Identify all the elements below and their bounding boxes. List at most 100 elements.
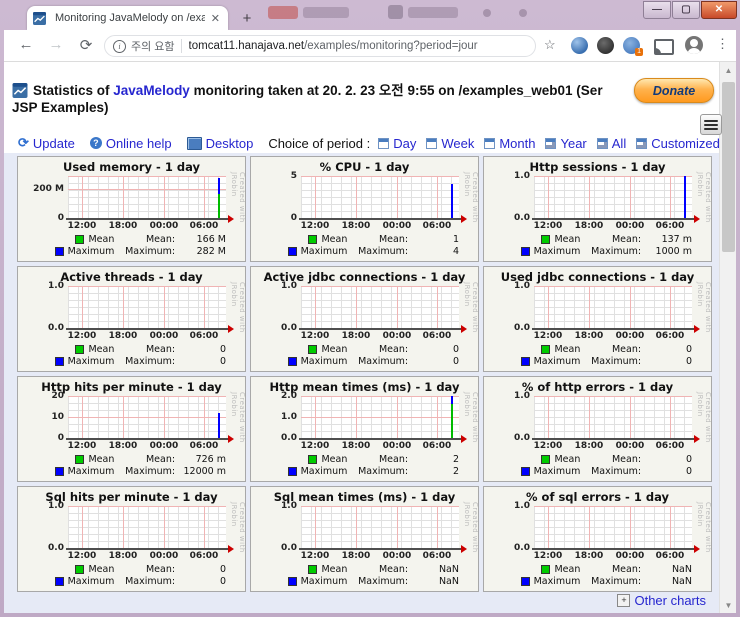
- new-tab-button[interactable]: +: [242, 9, 252, 27]
- chart-panel[interactable]: % CPU - 1 day 5 0 12:00 18:00 00:00 06:00 Creat…: [250, 156, 479, 262]
- chart-title: % of http errors - 1 day: [521, 380, 674, 394]
- reload-icon[interactable]: ⟳: [79, 37, 93, 54]
- axis-arrow-icon: [694, 215, 700, 223]
- legend-maximum-swatch: [520, 247, 530, 256]
- grid-line-vertical: [548, 506, 549, 548]
- scroll-up-icon[interactable]: ▲: [720, 62, 736, 78]
- chart-panel[interactable]: Http mean times (ms) - 1 day 2.0 1.0 0.0 12:…: [250, 376, 479, 482]
- chart-panel[interactable]: Sql mean times (ms) - 1 day 1.0 0.0 12:00 18…: [250, 486, 479, 592]
- scrollbar-thumb[interactable]: [722, 82, 735, 252]
- chart-panel[interactable]: Used memory - 1 day 200 M 0 12:00 18:00 00:00…: [17, 156, 246, 262]
- chart-panel[interactable]: Http hits per minute - 1 day 20 10 0 12:00 18…: [17, 376, 246, 482]
- back-icon[interactable]: ←: [18, 36, 34, 53]
- scroll-down-icon[interactable]: ▼: [720, 597, 736, 613]
- jrobin-watermark: Created with JRobin: [696, 172, 712, 223]
- grid-line-vertical: [204, 176, 205, 218]
- close-button[interactable]: ✕: [701, 1, 737, 19]
- title-line2: JSP Examples): [12, 100, 109, 115]
- maximize-button[interactable]: ▢: [672, 1, 700, 19]
- chart-panel[interactable]: Active jdbc connections - 1 day 1.0 0.0 12:…: [250, 266, 479, 372]
- x-axis-tick-label: 18:00: [341, 221, 371, 231]
- period-all-link[interactable]: All: [596, 136, 626, 151]
- legend-series-name: Mean: [38, 454, 114, 465]
- online-help-link[interactable]: ? Online help: [89, 136, 172, 151]
- chart-title: Active threads - 1 day: [60, 270, 203, 284]
- grid-line-horizontal: [68, 506, 226, 507]
- tab-close-icon[interactable]: ✕: [210, 12, 220, 25]
- title-mid: monitoring taken at 20. 2. 23 오전 9:55 on…: [189, 83, 603, 98]
- chart-panel[interactable]: Http sessions - 1 day 1.0 0.0 12:00 18:00 00:…: [483, 156, 712, 262]
- legend-row-mean: Mean Mean: NaN: [271, 564, 459, 575]
- address-bar[interactable]: i 주의 요함 tomcat11.hanajava.net/examples/m…: [104, 35, 536, 57]
- grid-line-horizontal: [301, 506, 459, 507]
- legend-maximum-swatch: [287, 467, 297, 476]
- legend-metric-label: Maximum:: [358, 356, 409, 367]
- desktop-link[interactable]: Desktop: [186, 136, 253, 151]
- legend-mean-swatch: [75, 235, 85, 244]
- legend-metric-value: 1000 m: [655, 246, 692, 257]
- y-axis-tick-label: 0.0: [514, 323, 530, 333]
- legend-metric-label: Maximum:: [591, 356, 642, 367]
- x-axis-line: [532, 548, 695, 550]
- legend-metric-label: Mean:: [611, 234, 642, 245]
- period-customized-link[interactable]: Customized: [636, 136, 720, 151]
- y-axis-tick-label: 1.0: [514, 501, 530, 511]
- chart-panel[interactable]: Active threads - 1 day 1.0 0.0 12:00 18:00 00…: [17, 266, 246, 372]
- legend-mean-swatch: [308, 565, 318, 574]
- y-axis-tick-label: 1.0: [281, 501, 297, 511]
- chart-panel[interactable]: Used jdbc connections - 1 day 1.0 0.0 12:00…: [483, 266, 712, 372]
- page-scrollbar[interactable]: ▲ ▼: [719, 62, 736, 613]
- legend-row-maximum: Maximum Maximum: 12000 m: [38, 466, 226, 477]
- donate-button[interactable]: Donate: [634, 78, 714, 103]
- extension-blue-icon[interactable]: 1: [623, 37, 643, 56]
- x-axis-tick-label: 12:00: [67, 441, 97, 451]
- browser-tab[interactable]: Monitoring JavaMelody on /exa ✕: [27, 6, 228, 30]
- legend-row-mean: Mean Mean: NaN: [504, 564, 692, 575]
- period-day-link[interactable]: Day: [378, 136, 416, 151]
- cast-icon[interactable]: [654, 39, 674, 55]
- axis-arrow-icon: [694, 325, 700, 333]
- legend-metric-value: 0: [219, 576, 226, 587]
- grid-line-vertical: [164, 506, 165, 548]
- forward-icon[interactable]: →: [48, 36, 64, 53]
- browser-menu-icon[interactable]: ⋮: [716, 36, 729, 51]
- period-year-link[interactable]: Year: [545, 136, 587, 151]
- extension-globe-icon[interactable]: [571, 37, 588, 54]
- security-status[interactable]: 주의 요함: [131, 41, 175, 53]
- other-charts-link[interactable]: + Other charts: [617, 593, 706, 608]
- chart-plot-area: [301, 176, 459, 218]
- chart-plot-area: [68, 176, 226, 218]
- grid-line-vertical: [548, 176, 549, 218]
- legend-row-mean: Mean Mean: 0: [38, 564, 226, 575]
- x-axis-tick-label: 00:00: [382, 221, 412, 231]
- window-controls: — ▢ ✕: [642, 1, 737, 19]
- period-week-link[interactable]: Week: [426, 136, 474, 151]
- legend-maximum-swatch: [287, 247, 297, 256]
- legend-series-name: Mean: [271, 344, 347, 355]
- period-month-link[interactable]: Month: [484, 136, 535, 151]
- legend-series-label: Mean: [321, 564, 348, 575]
- x-axis-tick-label: 06:00: [422, 551, 452, 561]
- x-axis-tick-label: 06:00: [422, 221, 452, 231]
- update-link[interactable]: ⟳ Update: [18, 135, 75, 151]
- chart-panel[interactable]: Sql hits per minute - 1 day 1.0 0.0 12:00 18…: [17, 486, 246, 592]
- page-info-icon[interactable]: i: [113, 39, 126, 53]
- bookmark-star-icon[interactable]: ☆: [544, 37, 556, 52]
- x-axis-tick-label: 00:00: [382, 331, 412, 341]
- legend-metric-label: Maximum:: [591, 576, 642, 587]
- action-links-row: ⟳ Update ? Online help Desktop Choice of p…: [18, 135, 730, 151]
- jrobin-watermark: Created with JRobin: [696, 282, 712, 333]
- grid-line-vertical: [123, 506, 124, 548]
- menu-hamburger-button[interactable]: [700, 114, 722, 135]
- chart-plot-area: [534, 176, 692, 218]
- grid-line-vertical: [82, 506, 83, 548]
- chart-panel[interactable]: % of http errors - 1 day 1.0 0.0 12:00 18:00…: [483, 376, 712, 482]
- javamelody-link[interactable]: JavaMelody: [113, 83, 190, 98]
- grid-line-vertical: [315, 176, 316, 218]
- profile-avatar[interactable]: [685, 36, 703, 54]
- chart-panel[interactable]: % of sql errors - 1 day 1.0 0.0 12:00 18:00 0…: [483, 486, 712, 592]
- background-window-blob: [303, 7, 349, 18]
- extension-dark-icon[interactable]: [597, 37, 614, 54]
- minimize-button[interactable]: —: [643, 1, 671, 19]
- x-axis-tick-label: 12:00: [300, 441, 330, 451]
